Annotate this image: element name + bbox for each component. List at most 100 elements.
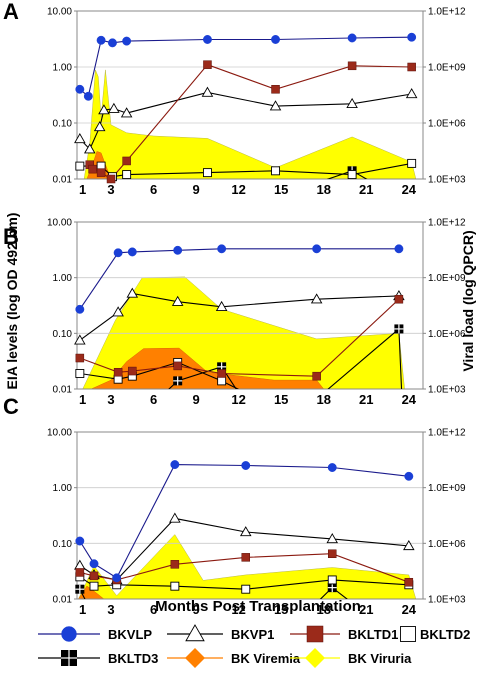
x-tick-label: 24 [402, 392, 417, 407]
point-bkltd2 [407, 158, 417, 168]
x-tick-label: 12 [231, 182, 245, 197]
x-tick-label: 6 [150, 602, 157, 617]
panel-label: A [3, 0, 19, 24]
series-markers [74, 460, 415, 594]
point-bkvlp [127, 247, 137, 257]
y-right-tick-label: 1.0E+03 [428, 385, 466, 396]
x-tick-label: 6 [150, 392, 157, 407]
point-bkltd1 [122, 156, 131, 166]
x-tick-label: 9 [192, 602, 199, 617]
x-tick-label: 21 [359, 182, 373, 197]
legend-marker-bkvlp [61, 626, 77, 642]
point-bkltd2 [271, 166, 280, 176]
point-bkvp1 [126, 287, 139, 298]
point-bkvp1 [98, 104, 110, 115]
legend-item-bkltd3: BKLTD3 [38, 650, 158, 666]
x-tick-label: 1 [79, 182, 86, 197]
point-bkltd1 [113, 367, 123, 377]
legend-marker-viruria [305, 648, 325, 668]
point-bkltd2 [203, 168, 212, 178]
legend-marker-bkvp1 [185, 624, 205, 642]
point-bkvp1 [93, 121, 106, 132]
y-right-tick-label: 1.0E+12 [428, 7, 466, 18]
x-tick-label: 6 [150, 182, 157, 197]
point-bkltd2 [347, 170, 357, 180]
point-bkltd2 [89, 581, 99, 591]
legend-item-bkltd2: BKLTD2 [400, 626, 470, 642]
point-bkltd1 [170, 560, 180, 569]
y-right-tick-label: 1.0E+06 [428, 119, 466, 130]
panel-a: 0.01 0.10 1.00 10.00 1.0E+03 1.0E+06 1.0E+09 1.… [3, 0, 466, 197]
point-bkvp1 [346, 97, 358, 109]
x-tick-label: 3 [107, 392, 114, 407]
y-right-tick-label: 1.0E+03 [428, 175, 466, 186]
point-bkvlp [75, 536, 85, 546]
legend-label: BKVLP [108, 627, 152, 642]
y-right-tick-label: 1.0E+03 [428, 595, 466, 606]
point-bkvp1 [171, 295, 184, 306]
panel-c: 0.01 0.10 1.00 10.00 1.0E+03 1.0E+06 1.0E+09 1.… [3, 394, 466, 617]
legend-marker-viremia [185, 648, 205, 668]
point-bkltd1 [407, 62, 416, 72]
line-bkvp1 [79, 91, 412, 151]
legend-marker-bkltd2 [400, 626, 416, 642]
legend-marker-bkltd1 [306, 625, 324, 643]
panel-b: 0.01 0.10 1.00 10.00 1.0E+03 1.0E+06 1.0E+09 1.… [3, 218, 466, 408]
point-bkltd3 [394, 324, 404, 334]
x-tick-label: 1 [79, 602, 86, 617]
point-bkvp1 [108, 102, 120, 113]
point-bkvlp [122, 36, 132, 46]
legend-label: BKLTD1 [348, 627, 398, 642]
y-left-tick-label: 1.00 [53, 483, 73, 494]
point-bkltd1 [75, 568, 85, 577]
point-bkvlp [83, 91, 93, 101]
point-bkvlp [312, 244, 322, 254]
y-right-tick-label: 1.0E+09 [428, 483, 466, 494]
point-bkltd1 [394, 294, 404, 304]
x-tick-label: 24 [402, 602, 417, 617]
x-tick-label: 1 [79, 392, 86, 407]
point-bkltd1 [88, 164, 97, 174]
point-bkvlp [217, 244, 227, 254]
y-left-tick-label: 0.10 [53, 329, 73, 340]
x-tick-label: 15 [274, 392, 288, 407]
legend-label: BKLTD3 [108, 651, 158, 666]
y-left-tick-label: 10.00 [47, 7, 72, 18]
series-markers [74, 32, 418, 184]
y-right-tick-label: 1.0E+12 [428, 218, 466, 229]
point-bkvp1 [326, 533, 339, 544]
point-bkvlp [108, 38, 117, 48]
x-tick-label: 18 [317, 602, 331, 617]
point-bkvlp [75, 84, 85, 94]
point-bkltd2 [241, 584, 251, 594]
panel-label: B [3, 224, 19, 249]
point-bkvlp [89, 559, 99, 569]
point-bkvp1 [239, 526, 252, 537]
legend-item-viremia: BK Viremia [167, 648, 301, 668]
point-bkvp1 [310, 293, 323, 304]
point-bkvp1 [405, 88, 418, 99]
x-tick-label: 21 [359, 602, 373, 617]
series-markers [74, 244, 405, 386]
point-bkvlp [241, 461, 251, 470]
point-bkltd1 [173, 361, 182, 371]
legend: BKVLP BKVP1 BKLTD1 BKLTD2 BKLTD3 BK Viremia BK… [38, 624, 470, 668]
legend-label: BK Viruria [348, 651, 412, 666]
point-bkvp1 [201, 86, 214, 97]
y-right-tick-label: 1.0E+12 [428, 428, 466, 439]
y-left-tick-label: 0.01 [53, 385, 73, 396]
x-tick-label: 9 [192, 392, 199, 407]
y-left-tick-label: 10.00 [47, 218, 72, 229]
y-left-tick-label: 0.01 [53, 175, 73, 186]
x-tick-label: 3 [107, 182, 114, 197]
x-tick-label: 15 [274, 602, 288, 617]
point-bkltd3 [327, 583, 337, 593]
line-bkltd3 [79, 586, 348, 599]
plot-frame [76, 431, 424, 600]
panels: 0.01 0.10 1.00 10.00 1.0E+03 1.0E+06 1.0E+09 1.… [3, 0, 466, 617]
point-bkltd1 [128, 366, 137, 376]
point-bkvp1 [83, 143, 96, 154]
y-left-tick-label: 10.00 [47, 428, 72, 439]
area-bk-viruria [83, 69, 417, 179]
point-bkltd1 [271, 85, 280, 94]
